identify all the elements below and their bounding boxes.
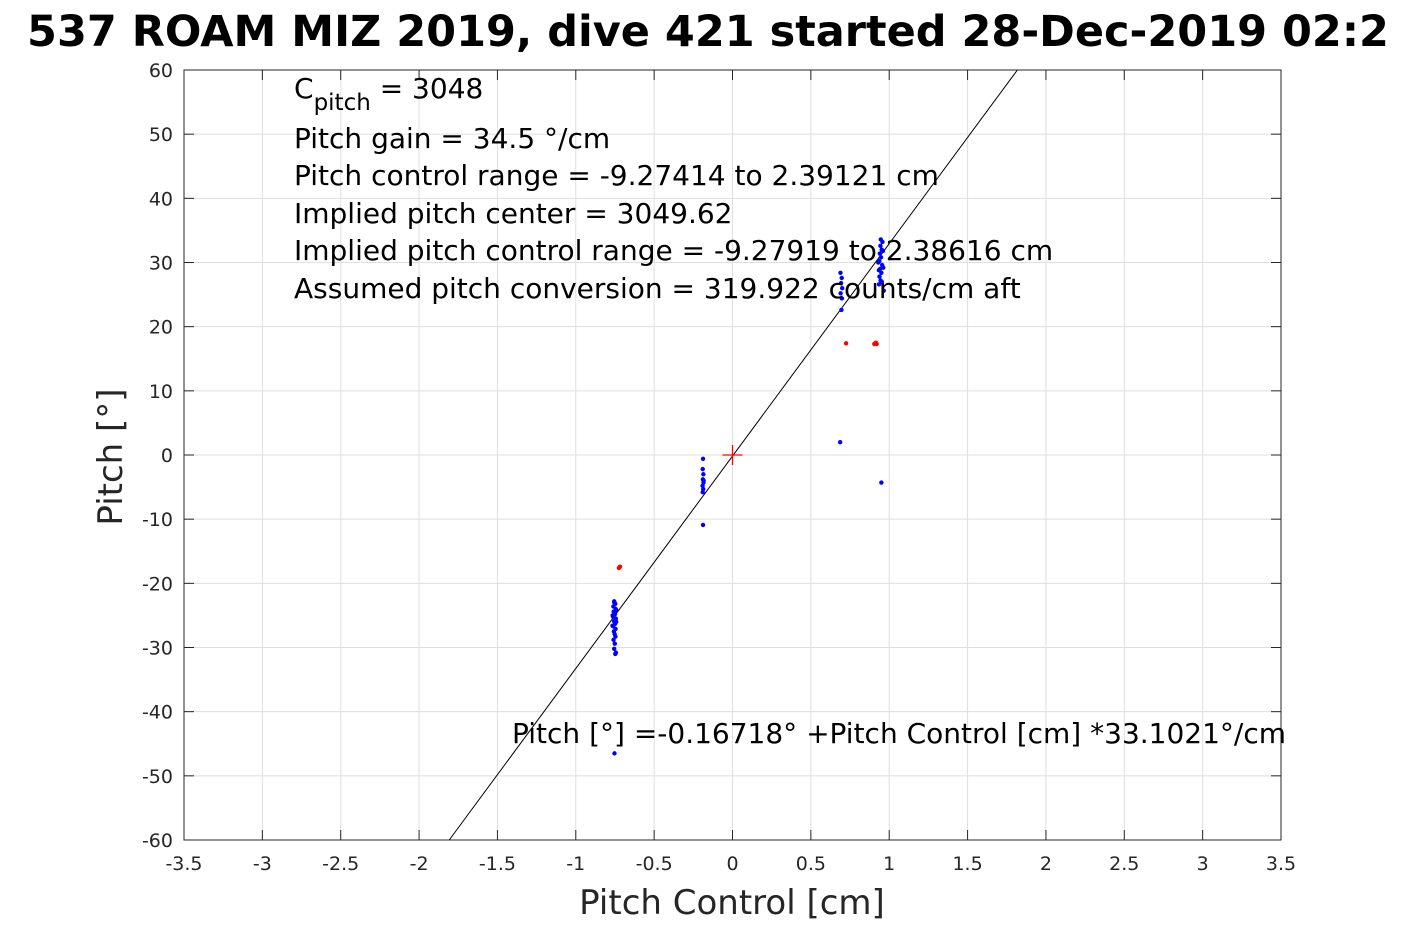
c-pitch-value: = 3048 — [371, 72, 484, 105]
x-tick-label: -0.5 — [636, 853, 673, 875]
data-point — [610, 613, 615, 618]
data-point — [876, 260, 881, 265]
axes — [183, 69, 1282, 841]
data-point — [838, 270, 843, 275]
x-tick-label: -3 — [253, 853, 272, 875]
data-point — [878, 237, 883, 242]
data-point — [877, 251, 883, 256]
data-point — [700, 466, 705, 472]
data-point — [611, 637, 616, 642]
y-tick-label: 20 — [149, 317, 173, 339]
y-tick-label: 40 — [149, 188, 173, 210]
data-point — [612, 600, 617, 605]
data-point — [839, 296, 845, 301]
y-tick-label: 0 — [161, 445, 173, 467]
data-point — [613, 651, 618, 657]
c-pitch-subscript: pitch — [314, 90, 371, 116]
fit-equation: Pitch [°] =-0.16718° +Pitch Control [cm]… — [512, 717, 1286, 750]
x-tick-labels: -3.5 -3 -2.5 -2 -1.5 -1 -0.5 0 0.5 1 1.5 2 2.5 3 3.5 — [165, 853, 1296, 875]
x-tick-label: 2.5 — [1109, 853, 1139, 875]
data-point — [879, 279, 885, 284]
info-text-block: Cpitch = 3048 Pitch gain = 34.5 °/cm Pit… — [294, 72, 1053, 305]
info-line: Assumed pitch conversion = 319.922 count… — [294, 272, 1021, 305]
data-point — [613, 634, 618, 639]
data-point — [879, 480, 884, 485]
x-tick-label: -2.5 — [322, 853, 359, 875]
y-tick-label: -40 — [142, 702, 173, 724]
data-point — [611, 646, 617, 651]
y-tick-label: 10 — [149, 381, 173, 403]
data-point — [876, 268, 882, 273]
x-tick-label: 3 — [1197, 853, 1209, 875]
data-point — [876, 282, 882, 287]
center-marker — [722, 445, 743, 465]
data-point — [878, 255, 884, 260]
y-tick-label: -20 — [142, 573, 173, 595]
data-point — [616, 565, 622, 571]
data-point — [700, 456, 706, 462]
x-axis-label: Pitch Control [cm] — [579, 883, 885, 923]
data-point — [612, 641, 618, 646]
data-point — [700, 522, 706, 528]
data-point — [614, 608, 619, 613]
c-pitch-annotation: Cpitch = 3048 — [294, 72, 483, 116]
y-tick-label: 50 — [149, 124, 173, 146]
c-pitch-letter: C — [294, 72, 314, 105]
data-point — [838, 280, 844, 286]
info-line: Implied pitch control range = -9.27919 t… — [294, 234, 1053, 267]
data-point — [612, 751, 617, 756]
x-tick-label: -1.5 — [479, 853, 516, 875]
data-point — [614, 619, 619, 625]
data-point — [701, 472, 706, 477]
x-tick-label: 0.5 — [796, 853, 826, 875]
data-point — [843, 341, 849, 346]
data-point — [840, 285, 845, 291]
info-line: Implied pitch center = 3049.62 — [294, 197, 732, 230]
data-point — [839, 275, 844, 281]
data-point — [610, 623, 615, 628]
y-axis-label: Pitch [°] — [91, 388, 131, 525]
data-point — [881, 288, 886, 293]
x-tick-label: 0 — [726, 853, 738, 875]
y-tick-label: -60 — [142, 830, 173, 852]
data-point — [837, 439, 843, 445]
data-point — [878, 243, 883, 249]
x-tick-label: 1.5 — [952, 853, 982, 875]
info-line: Pitch gain = 34.5 °/cm — [294, 122, 610, 155]
info-line: Pitch control range = -9.27414 to 2.3912… — [294, 159, 939, 192]
data-point — [701, 478, 706, 483]
x-tick-label: 3.5 — [1266, 853, 1296, 875]
y-tick-label: 30 — [149, 253, 173, 275]
data-point — [874, 341, 879, 347]
x-tick-label: -1 — [566, 853, 585, 875]
y-tick-label: -30 — [142, 638, 173, 660]
data-point — [877, 274, 882, 279]
x-tick-label: -2 — [410, 853, 429, 875]
y-tick-label: 60 — [149, 60, 173, 82]
data-point — [838, 291, 843, 296]
data-point — [880, 248, 886, 254]
data-points — [610, 237, 886, 756]
y-tick-label: -10 — [142, 509, 173, 531]
grid-lines — [183, 69, 1282, 841]
x-tick-label: 1 — [883, 853, 895, 875]
y-tick-labels: 60 50 40 30 20 10 0 -10 -20 -30 -40 -50 -60 — [142, 60, 173, 852]
y-tick-label: -50 — [142, 766, 173, 788]
data-point — [839, 307, 844, 313]
chart-title: 537 ROAM MIZ 2019, dive 421 started 28-D… — [27, 7, 1389, 57]
data-point — [881, 265, 886, 270]
data-point — [700, 490, 705, 495]
x-tick-label: -3.5 — [165, 853, 202, 875]
x-tick-label: 2 — [1040, 853, 1052, 875]
data-point — [700, 486, 706, 492]
